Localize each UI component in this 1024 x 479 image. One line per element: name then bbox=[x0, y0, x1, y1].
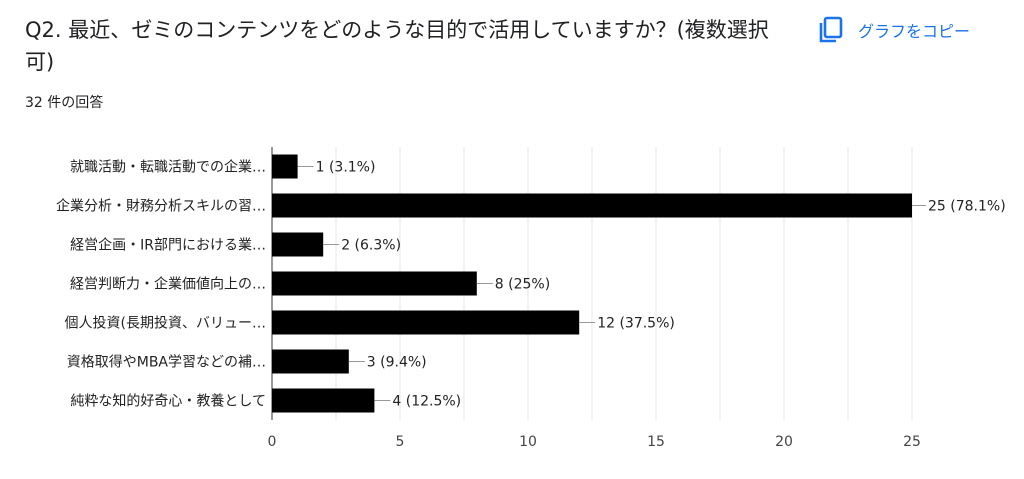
question-title: Q2. 最近、ゼミのコンテンツをどのような目的で活用していますか？(複数選択可) bbox=[25, 18, 769, 74]
response-count: 32 件の回答 bbox=[25, 95, 104, 111]
category-label: 就職活動・転職活動での企業… bbox=[70, 159, 266, 176]
gridlines bbox=[271, 147, 913, 420]
value-label: 12 (37.5%) bbox=[597, 316, 675, 332]
bars bbox=[272, 154, 926, 413]
category-label: 個人投資(長期投資、バリュー… bbox=[65, 316, 266, 332]
labels: 0 5 10 15 20 25 就職活動・転職活動での企業… 1 (3.1%) 企業分析・財務分… bbox=[56, 159, 1006, 451]
copy-chart-label: グラフをコピー bbox=[858, 22, 971, 41]
bar bbox=[272, 349, 349, 374]
value-label: 1 (3.1%) bbox=[316, 160, 376, 176]
copy-chart-button[interactable]: グラフをコピー bbox=[818, 14, 970, 46]
category-label: 経営企画・IR部門における業… bbox=[70, 237, 266, 254]
x-tick-label: 0 bbox=[268, 434, 277, 450]
bar bbox=[272, 388, 375, 413]
category-label: 経営判断力・企業価値向上の… bbox=[70, 276, 266, 293]
x-tick-label: 15 bbox=[647, 434, 665, 450]
category-label: 純粋な知的好奇心・教養として bbox=[70, 393, 266, 410]
x-tick-label: 20 bbox=[775, 434, 793, 450]
category-label: 企業分析・財務分析スキルの習… bbox=[56, 198, 266, 215]
value-label: 4 (12.5%) bbox=[392, 394, 461, 410]
bar bbox=[272, 154, 298, 179]
value-label: 25 (78.1%) bbox=[928, 199, 1006, 215]
x-tick-label: 25 bbox=[903, 434, 921, 450]
bar bbox=[272, 310, 580, 335]
value-label: 3 (9.4%) bbox=[367, 355, 427, 371]
x-tick-label: 5 bbox=[396, 434, 405, 450]
x-tick-label: 10 bbox=[519, 434, 537, 450]
category-label: 資格取得やMBA学習などの補… bbox=[67, 354, 266, 371]
bar bbox=[272, 193, 912, 218]
value-label: 2 (6.3%) bbox=[341, 238, 401, 254]
bar bbox=[272, 232, 324, 257]
bar bbox=[272, 271, 477, 296]
copy-icon bbox=[819, 16, 843, 43]
value-label: 8 (25%) bbox=[495, 277, 550, 293]
